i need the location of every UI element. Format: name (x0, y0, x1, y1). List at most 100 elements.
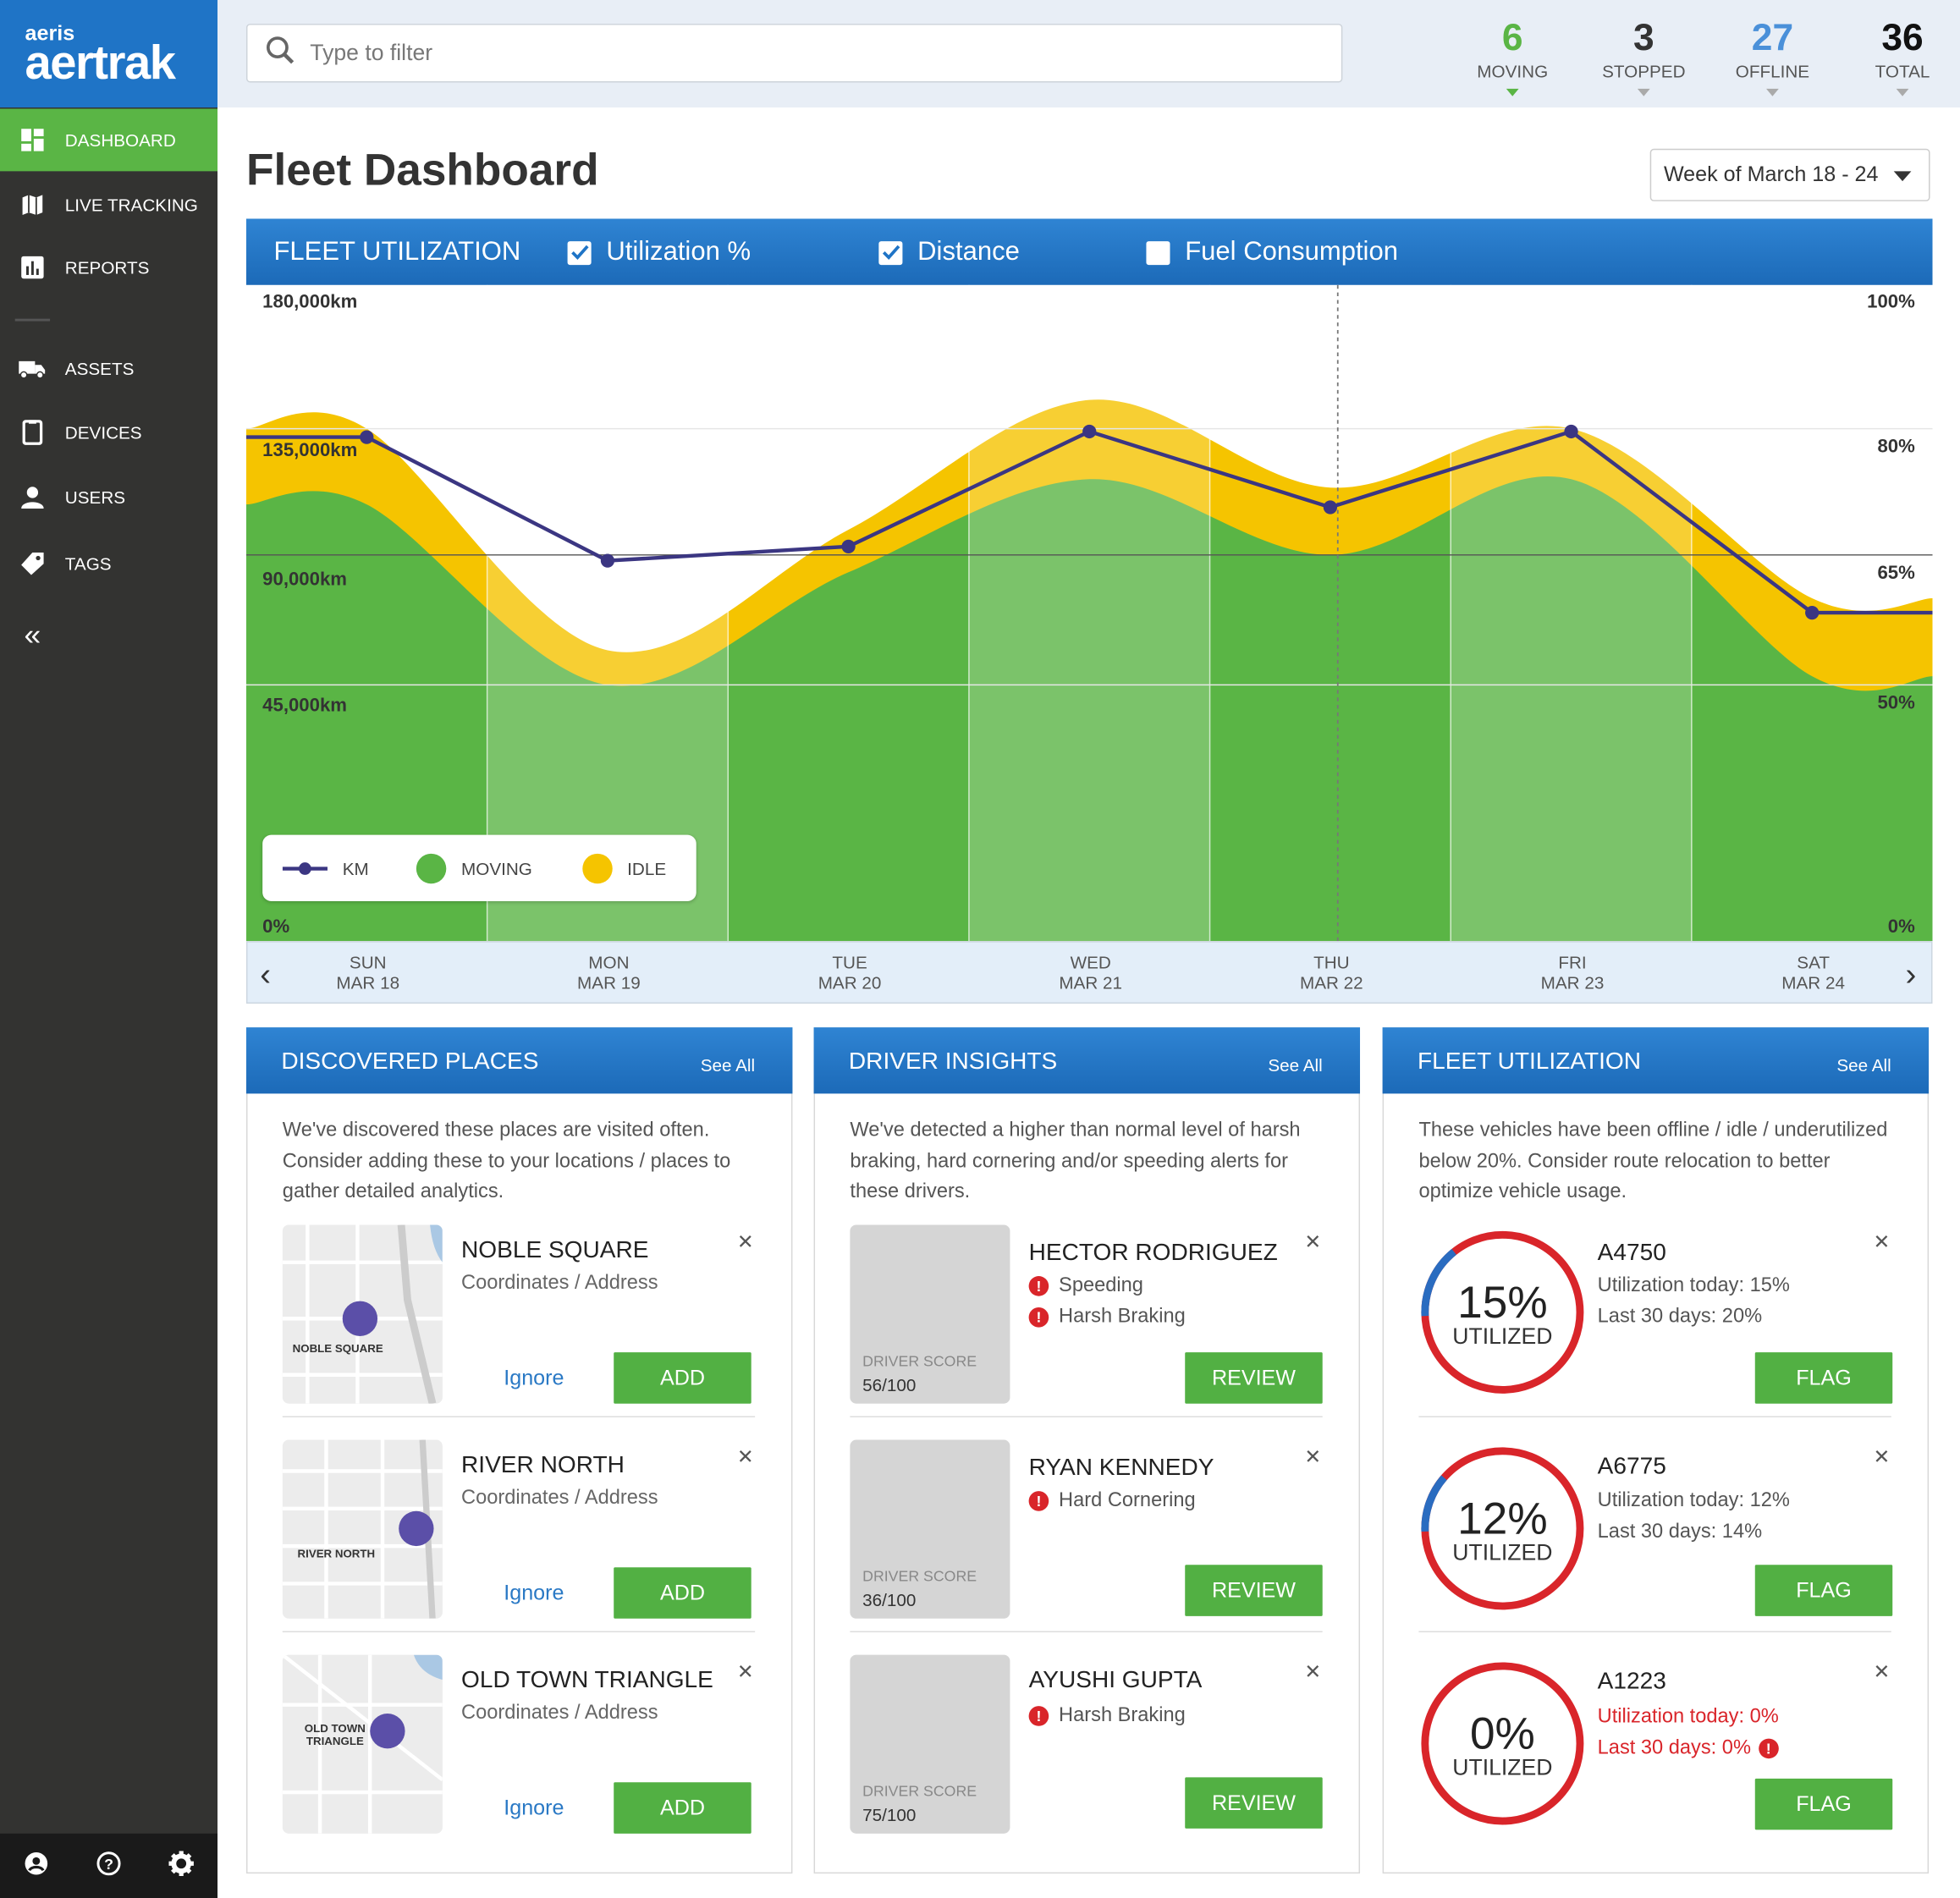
driver-score-value: 36/100 (862, 1589, 917, 1610)
sidebar-item-label: REPORTS (64, 257, 150, 278)
vehicle-id: A4750 (1597, 1240, 1666, 1267)
sidebar-item-reports[interactable]: REPORTS (0, 236, 217, 299)
gauge-ring (1421, 1230, 1584, 1394)
close-icon[interactable]: ✕ (1873, 1662, 1891, 1684)
warning-icon: ! (1758, 1738, 1779, 1759)
sidebar-item-devices[interactable]: DEVICES (0, 401, 217, 464)
utilization-gauge: 15% UTILIZED (1418, 1229, 1586, 1396)
checkbox-checked-icon (878, 240, 903, 265)
y-right-tick: 80% (1877, 436, 1915, 458)
search-input[interactable] (310, 40, 1286, 67)
aertrak-logo[interactable]: aeris aertrak (0, 0, 218, 108)
alert-icon: ! (1028, 1706, 1049, 1726)
add-button[interactable]: ADD (614, 1352, 752, 1404)
column-shade (968, 284, 1210, 942)
week-selector[interactable]: Week of March 18 - 24 (1649, 148, 1930, 201)
ignore-link[interactable]: Ignore (504, 1581, 564, 1605)
sidebar-item-dashboard[interactable]: DASHBOARD (0, 108, 218, 172)
location-pin (370, 1714, 405, 1749)
close-icon[interactable]: ✕ (1873, 1232, 1891, 1254)
alert-label: Harsh Braking (1059, 1704, 1186, 1726)
stat-value: 27 (1751, 17, 1794, 59)
place-coordinates: Coordinates / Address (461, 1702, 658, 1724)
km-point (1323, 500, 1338, 514)
x-axis-day: MON (588, 952, 630, 973)
close-icon[interactable]: ✕ (1304, 1662, 1322, 1684)
flag-button[interactable]: FLAG (1754, 1778, 1893, 1830)
place-coordinates: Coordinates / Address (461, 1487, 658, 1509)
driver-score-value: 75/100 (862, 1804, 917, 1825)
collapse-sidebar-button[interactable]: « (0, 605, 217, 668)
x-axis-day: SUN (349, 952, 387, 973)
alert-item: ! Hard Cornering (1028, 1490, 1196, 1513)
map-thumbnail: RIVER NORTH (282, 1439, 443, 1619)
x-axis-day: FRI (1558, 952, 1587, 973)
place-item: ✕ RIVER NORTH RIVER NORTH Coordinates / … (247, 1439, 791, 1653)
stat-stopped[interactable]: 3 STOPPED (1588, 18, 1700, 96)
alert-icon: ! (1028, 1276, 1049, 1296)
checkbox-label: Utilization % (606, 237, 752, 267)
driver-name: HECTOR RODRIGUEZ (1028, 1240, 1278, 1267)
stat-offline[interactable]: 27 OFFLINE (1716, 18, 1829, 96)
x-axis-day: WED (1070, 952, 1111, 973)
driver-name: AYUSHI GUPTA (1028, 1667, 1203, 1694)
see-all-link[interactable]: See All (700, 1054, 756, 1076)
chevron-right-icon[interactable]: › (1905, 955, 1917, 993)
account-icon[interactable] (24, 1851, 49, 1882)
close-icon[interactable]: ✕ (1304, 1232, 1322, 1254)
card-description: We've discovered these places are visite… (282, 1120, 731, 1202)
review-button[interactable]: REVIEW (1185, 1777, 1323, 1829)
close-icon[interactable]: ✕ (1304, 1447, 1322, 1469)
driver-insights-card: DRIVER INSIGHTS See All We've detected a… (813, 1027, 1361, 1874)
sidebar-item-live-tracking[interactable]: LIVE TRACKING (0, 173, 217, 236)
chevron-left-icon[interactable]: ‹ (260, 955, 272, 993)
chart-panel-header: FLEET UTILIZATION (245, 218, 1933, 285)
sidebar-item-label: ASSETS (64, 358, 135, 379)
ignore-link[interactable]: Ignore (504, 1366, 564, 1390)
review-button[interactable]: REVIEW (1185, 1352, 1323, 1404)
utilization-last-30: Last 30 days: 0%! (1598, 1737, 1779, 1760)
y-left-tick: 0% (262, 916, 290, 938)
review-button[interactable]: REVIEW (1185, 1565, 1323, 1616)
flag-button[interactable]: FLAG (1754, 1565, 1893, 1616)
tag-icon (0, 552, 65, 575)
gauge-label: UTILIZED (1452, 1539, 1553, 1565)
close-icon[interactable]: ✕ (736, 1447, 754, 1469)
device-icon (0, 420, 65, 445)
ignore-link[interactable]: Ignore (504, 1796, 564, 1820)
see-all-link[interactable]: See All (1836, 1054, 1891, 1076)
settings-icon[interactable] (168, 1850, 194, 1882)
chart-panel-title: FLEET UTILIZATION (273, 236, 521, 266)
column-shade (487, 284, 729, 942)
checkbox-distance[interactable]: Distance (878, 238, 1020, 267)
stat-moving[interactable]: 6 MOVING (1456, 18, 1569, 96)
sidebar-item-tags[interactable]: TAGS (0, 532, 217, 595)
checkbox-utilization[interactable]: Utilization % (567, 237, 752, 267)
gauge-ring (1421, 1447, 1584, 1610)
close-icon[interactable]: ✕ (736, 1662, 754, 1684)
sidebar-item-assets[interactable]: ASSETS (0, 338, 217, 400)
flag-button[interactable]: FLAG (1754, 1352, 1893, 1404)
checkbox-fuel-consumption[interactable]: Fuel Consumption (1146, 238, 1398, 267)
gauge-fill (1421, 1447, 1584, 1610)
x-axis-date: MAR 23 (1540, 972, 1605, 993)
utilization-last-30-text: Last 30 days: 0% (1597, 1737, 1751, 1759)
bar-chart-icon (0, 256, 65, 279)
km-point (360, 430, 374, 444)
alert-icon: ! (1028, 1307, 1049, 1328)
stat-label: MOVING (1477, 61, 1549, 82)
x-axis-day: SAT (1797, 952, 1830, 973)
divider (1418, 1631, 1891, 1633)
see-all-link[interactable]: See All (1268, 1054, 1323, 1076)
filter-search[interactable] (245, 24, 1343, 83)
add-button[interactable]: ADD (614, 1782, 752, 1834)
add-button[interactable]: ADD (614, 1567, 752, 1619)
km-point (1082, 424, 1097, 439)
close-icon[interactable]: ✕ (736, 1232, 754, 1254)
utilization-today: Utilization today: 15% (1597, 1274, 1790, 1296)
stat-total[interactable]: 36 TOTAL (1847, 18, 1959, 96)
help-icon[interactable]: ? (96, 1851, 122, 1882)
close-icon[interactable]: ✕ (1873, 1447, 1891, 1469)
sidebar-item-users[interactable]: USERS (0, 466, 217, 529)
place-name: RIVER NORTH (461, 1452, 625, 1479)
